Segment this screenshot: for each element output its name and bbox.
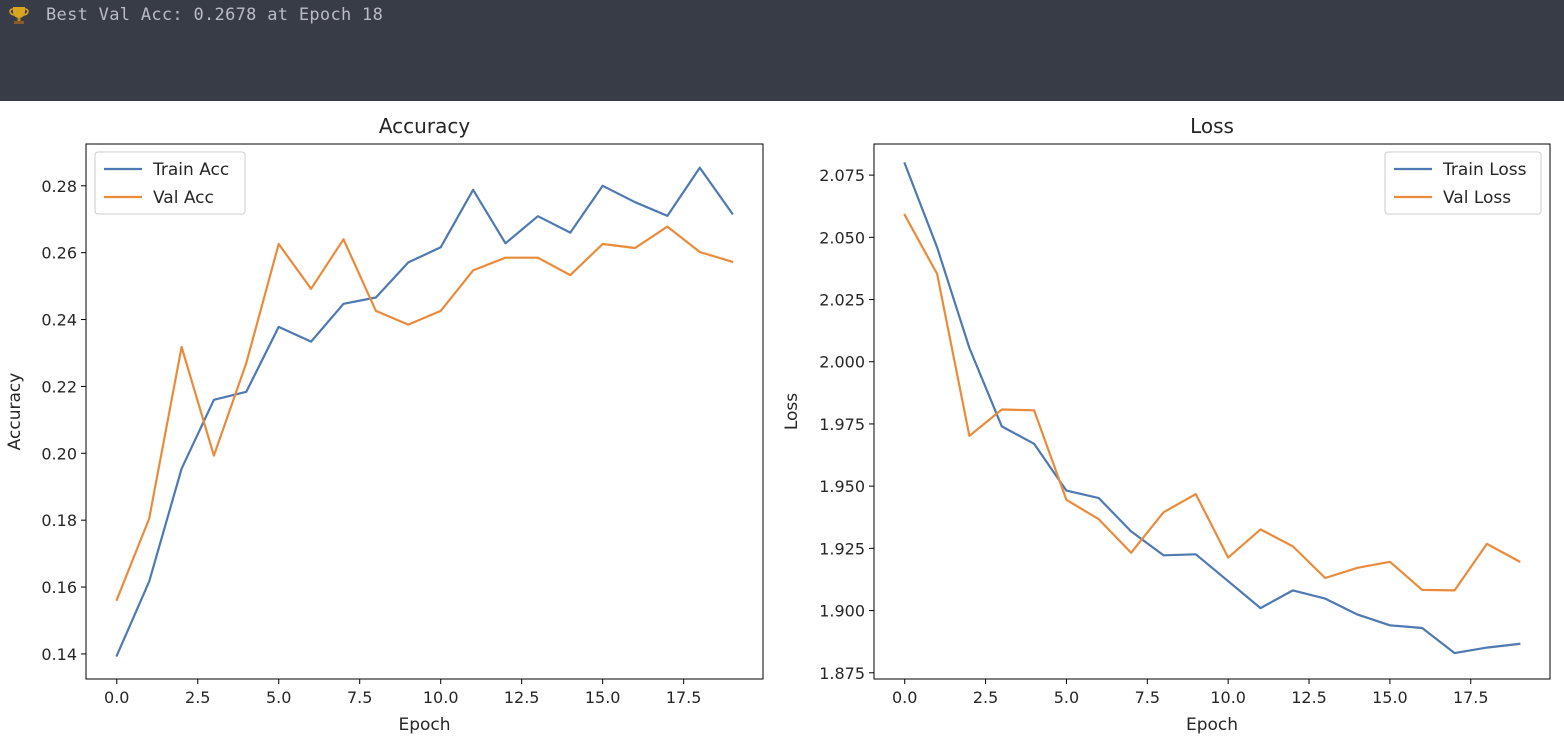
- accuracy-legend-label-0: Train Acc: [152, 160, 229, 180]
- accuracy-series-line-0: [115, 166, 734, 658]
- accuracy-xtick-label: 7.5: [347, 688, 372, 707]
- loss-xlabel: Epoch: [1186, 715, 1238, 735]
- accuracy-ylabel: Accuracy: [5, 373, 25, 451]
- accuracy-xtick-label: 17.5: [666, 688, 702, 707]
- accuracy-xtick-label: 10.0: [423, 688, 459, 707]
- loss-xtick-label: 7.5: [1135, 688, 1160, 707]
- loss-ylabel: Loss: [782, 393, 802, 430]
- loss-series-line-1: [903, 213, 1521, 592]
- loss-series-line-0: [903, 161, 1521, 655]
- loss-axes-frame: [873, 143, 1551, 680]
- accuracy-xtick-label: 12.5: [504, 688, 540, 707]
- accuracy-chart: Accuracy 0.0 2.5 5.0 7.5 10.0 12.5 15.0 17.5 0.14…: [5, 114, 764, 735]
- loss-ytick-label: 1.875: [819, 664, 865, 683]
- accuracy-ytick-label: 0.26: [41, 244, 77, 263]
- accuracy-ytick-label: 0.20: [41, 444, 77, 463]
- loss-ytick-label: 1.975: [819, 415, 865, 434]
- accuracy-ytick-label: 0.24: [41, 311, 77, 330]
- training-figure: Accuracy 0.0 2.5 5.0 7.5 10.0 12.5 15.0 17.5 0.14…: [0, 101, 1564, 747]
- loss-xtick-label: 10.0: [1210, 688, 1246, 707]
- loss-legend-label-1: Val Loss: [1443, 188, 1511, 208]
- accuracy-legend: Train Acc Val Acc: [94, 151, 246, 215]
- console-text: Best Val Acc: 0.2678 at Epoch 18: [46, 5, 384, 25]
- accuracy-xtick-label: 2.5: [185, 688, 210, 707]
- accuracy-xtick-label: 15.0: [585, 688, 621, 707]
- accuracy-ytick-label: 0.18: [41, 511, 77, 530]
- accuracy-axes-frame: [85, 143, 764, 680]
- accuracy-ytick-label: 0.22: [41, 377, 77, 396]
- loss-ytick-label: 2.075: [819, 166, 865, 185]
- loss-ytick-label: 2.050: [819, 228, 865, 247]
- loss-xtick-label: 17.5: [1453, 688, 1489, 707]
- loss-legend-box: [1384, 151, 1542, 215]
- accuracy-ytick-label: 0.16: [41, 578, 77, 597]
- loss-chart: Loss 0.0 2.5 5.0 7.5 10.0 12.5 15.0 17.5 1.875 1.9…: [782, 114, 1551, 735]
- loss-xtick-label: 2.5: [973, 688, 998, 707]
- accuracy-title: Accuracy: [379, 114, 470, 138]
- loss-xtick-label: 5.0: [1054, 688, 1079, 707]
- trophy-icon: [9, 7, 29, 24]
- accuracy-ytick-label: 0.14: [41, 645, 77, 664]
- loss-ytick-label: 1.925: [819, 539, 865, 558]
- loss-ytick-label: 2.025: [819, 291, 865, 310]
- best-val-acc-line: Best Val Acc: 0.2678 at Epoch 18: [8, 3, 383, 27]
- loss-xtick-label: 15.0: [1372, 688, 1408, 707]
- accuracy-series-line-1: [115, 225, 734, 602]
- accuracy-ytick-label: 0.28: [41, 177, 77, 196]
- loss-xtick-label: 12.5: [1291, 688, 1327, 707]
- accuracy-xlabel: Epoch: [398, 715, 450, 735]
- accuracy-xtick-label: 5.0: [266, 688, 291, 707]
- loss-ytick-label: 1.950: [819, 477, 865, 496]
- accuracy-legend-label-1: Val Acc: [153, 188, 214, 208]
- loss-xtick-label: 0.0: [892, 688, 917, 707]
- console-output: Best Val Acc: 0.2678 at Epoch 18: [0, 0, 1564, 101]
- loss-ytick-label: 1.900: [819, 602, 865, 621]
- loss-ytick-label: 2.000: [819, 353, 865, 372]
- accuracy-xtick-label: 0.0: [104, 688, 129, 707]
- loss-legend: Train Loss Val Loss: [1384, 151, 1542, 215]
- loss-title: Loss: [1190, 114, 1234, 138]
- accuracy-legend-box: [94, 151, 246, 215]
- charts-canvas: Accuracy 0.0 2.5 5.0 7.5 10.0 12.5 15.0 17.5 0.14…: [5, 114, 1551, 735]
- loss-legend-label-0: Train Loss: [1442, 160, 1527, 180]
